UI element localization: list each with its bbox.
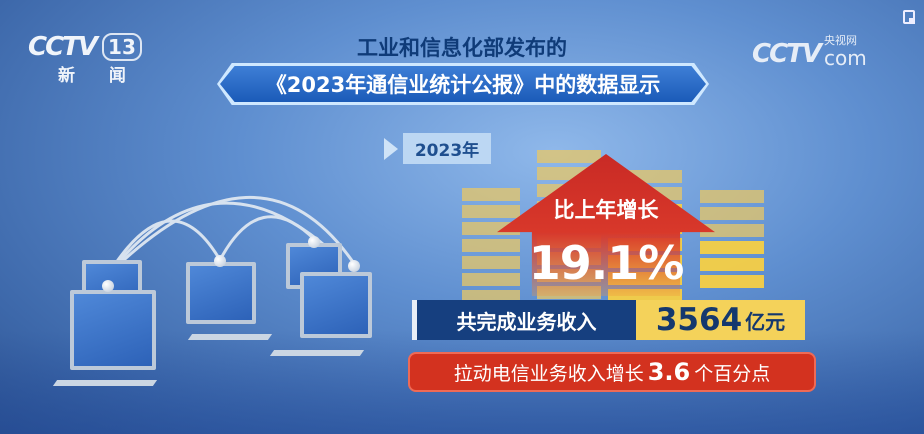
revenue-label: 共完成业务收入 — [412, 300, 636, 340]
bar-block — [462, 256, 520, 269]
network-node — [348, 260, 360, 272]
bar-block — [700, 258, 764, 271]
contribution-suffix: 个百分点 — [694, 362, 771, 385]
revenue-unit: 亿元 — [745, 309, 786, 334]
bar-block — [462, 205, 520, 218]
logo-brand: CCTV — [752, 39, 822, 69]
growth-value: 19.1% — [528, 236, 685, 290]
headline-banner: 《2023年通信业统计公报》中的数据显示 — [220, 66, 706, 102]
logo-channel-name: 新 闻 — [58, 66, 140, 86]
contribution-value: 3.6 — [647, 358, 691, 386]
year-tag: 2023年 — [403, 133, 491, 164]
keyboard — [269, 350, 365, 356]
contribution-prefix: 拉动电信业务收入增长 — [453, 362, 644, 385]
computer-monitor — [186, 262, 256, 324]
revenue-value-box: 3564 亿元 — [636, 300, 805, 340]
logo-brand: CCTV — [28, 32, 98, 62]
computer-monitor — [300, 272, 372, 338]
bar-block — [462, 273, 520, 286]
logo-tagline: 央视网 — [824, 34, 858, 47]
bar-block — [700, 275, 764, 288]
headline-line1: 工业和信息化部发布的 — [357, 36, 567, 60]
computer-network-illustration — [106, 195, 357, 277]
bar-block — [700, 207, 764, 220]
bar-block — [700, 241, 764, 254]
contribution-pill: 拉动电信业务收入增长 3.6 个百分点 — [408, 352, 816, 392]
cctv-com-logo: CCTV 央视网 com — [752, 34, 867, 69]
keyboard — [52, 380, 158, 386]
growth-label: 比上年增长 — [553, 198, 659, 222]
bar-block — [462, 188, 520, 201]
logo-suffix: com — [824, 46, 867, 70]
network-node — [308, 236, 320, 248]
corner-icon — [903, 10, 915, 24]
computer-monitor — [70, 290, 156, 370]
network-node — [102, 280, 114, 292]
bar-block — [462, 239, 520, 252]
bar-block — [462, 290, 520, 303]
bar-block — [700, 190, 764, 203]
keyboard — [187, 334, 273, 340]
network-node — [214, 255, 226, 267]
logo-channel: 13 — [102, 33, 142, 61]
bar-block — [700, 224, 764, 237]
bar-block — [537, 150, 601, 163]
cctv13-news-logo: CCTV 13 新 闻 — [28, 32, 142, 86]
revenue-value: 3564 — [655, 302, 743, 338]
play-triangle-icon — [384, 138, 398, 160]
